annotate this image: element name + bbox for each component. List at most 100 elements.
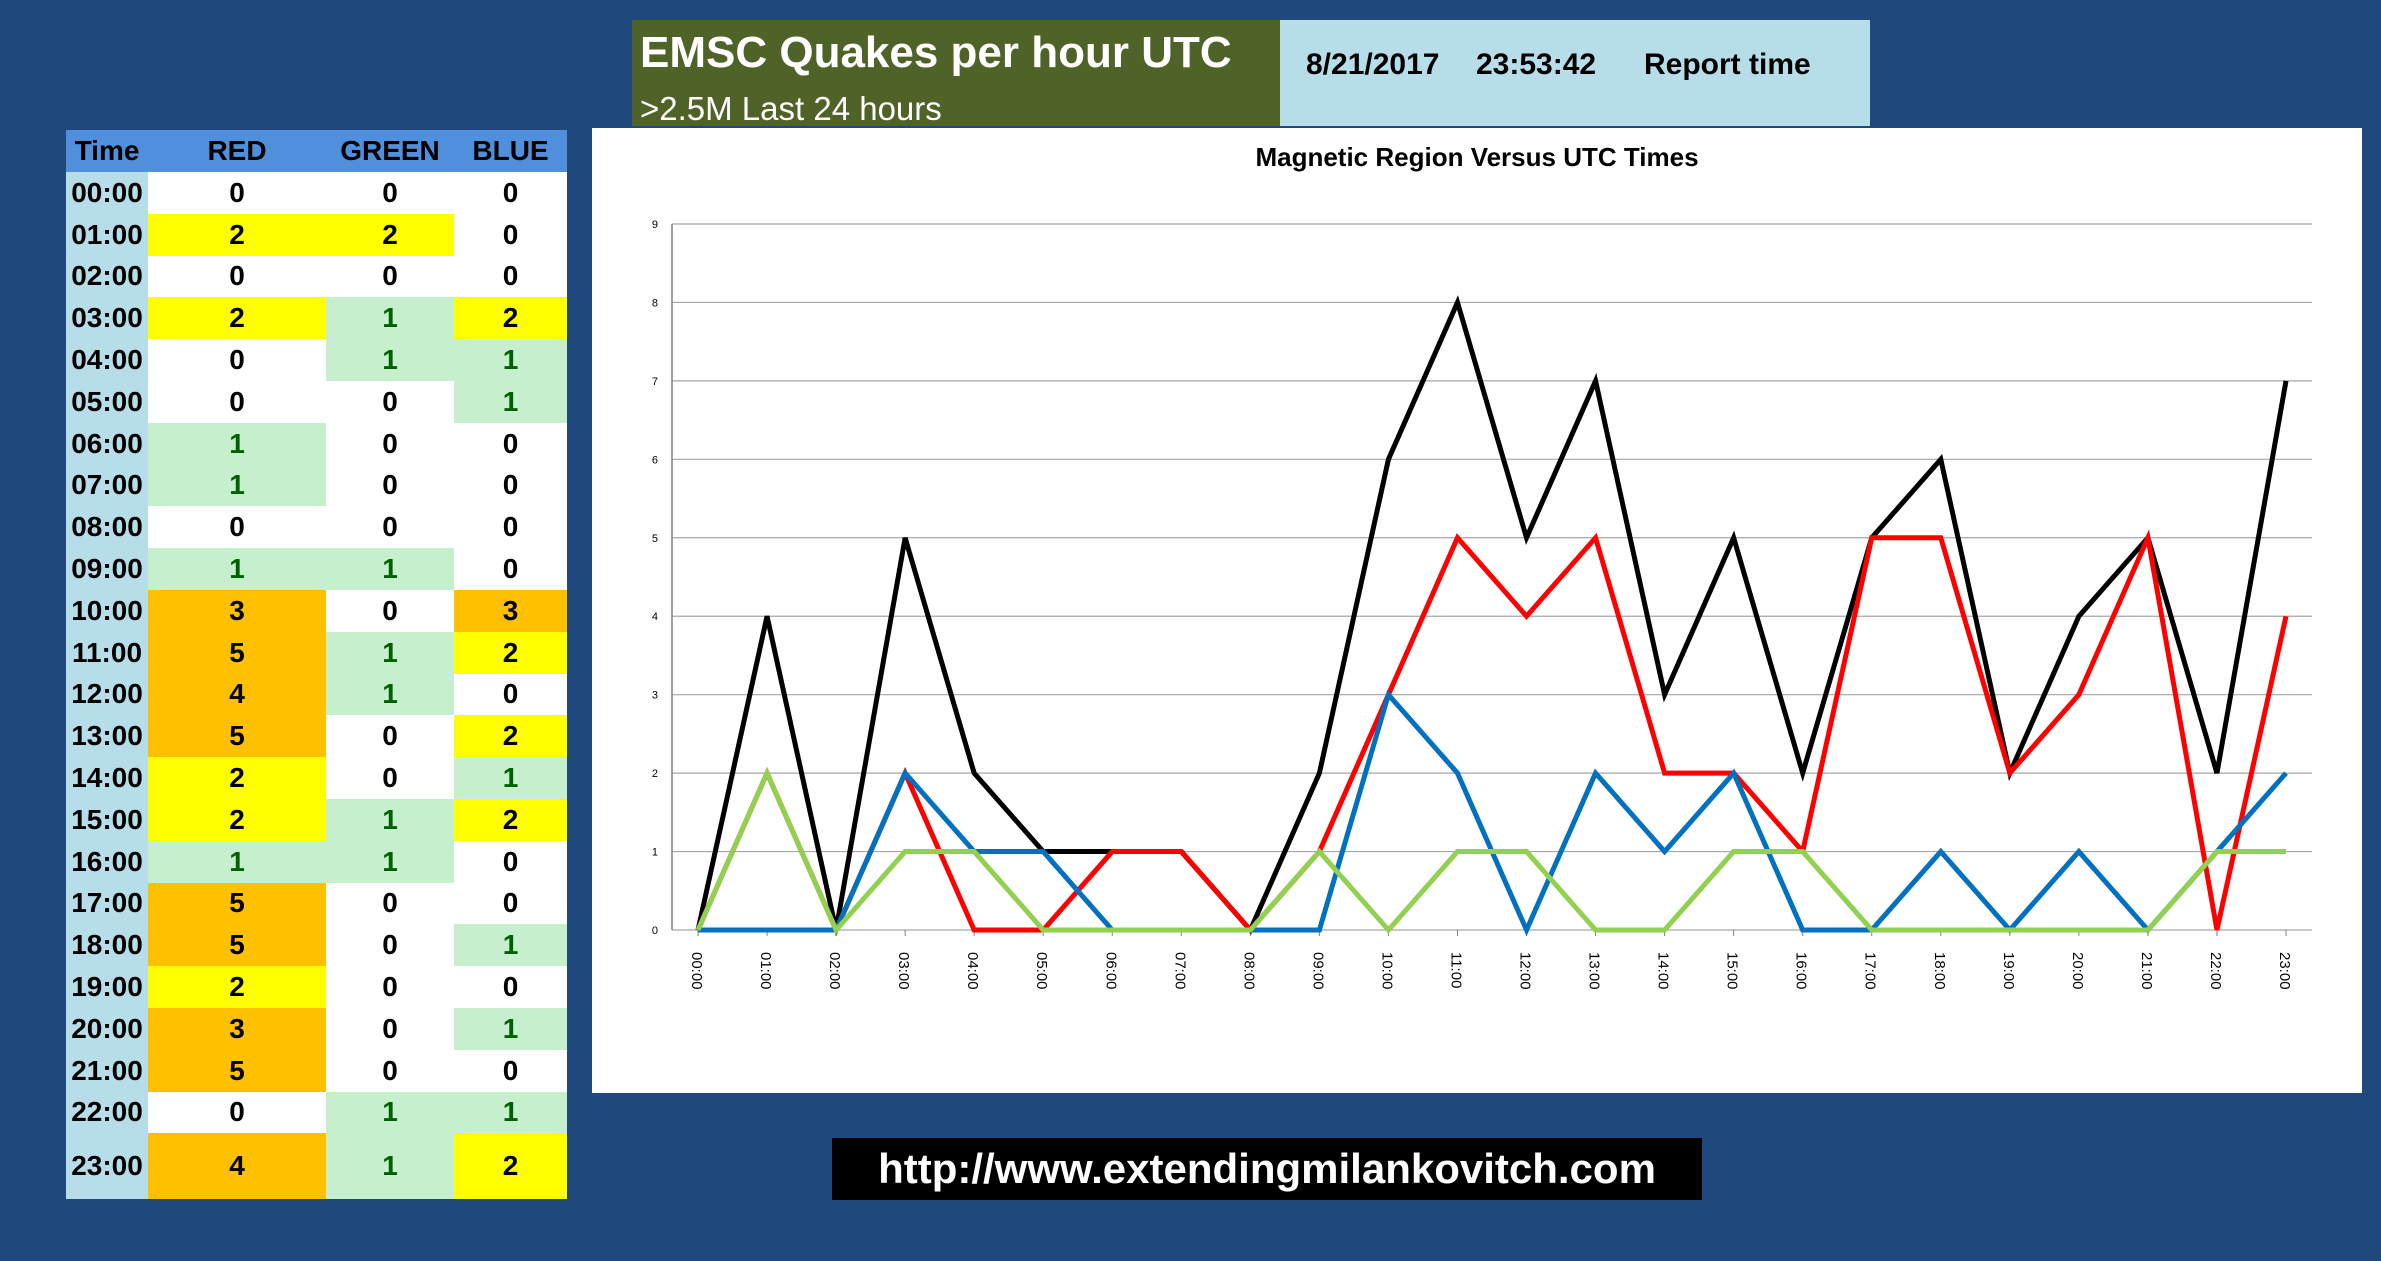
- y-tick-label: 6: [652, 454, 658, 466]
- red-cell: 2: [148, 966, 326, 1008]
- table-row: 07:00 1 0 0: [66, 464, 567, 507]
- blue-cell: 0: [454, 506, 567, 549]
- red-cell: 0: [148, 172, 326, 214]
- x-tick-label: 14:00: [1655, 952, 1672, 990]
- blue-cell: 3: [454, 590, 567, 632]
- blue-cell: 2: [454, 715, 567, 758]
- green-cell: 0: [326, 1008, 454, 1050]
- red-cell: 2: [148, 297, 326, 340]
- green-cell: 0: [326, 715, 454, 758]
- table-row: 06:00 1 0 0: [66, 422, 567, 465]
- red-cell: 0: [148, 1091, 326, 1134]
- header-green: GREEN: [326, 130, 454, 172]
- blue-cell: 0: [454, 1049, 567, 1092]
- x-tick-label: 08:00: [1240, 952, 1257, 990]
- blue-cell: 1: [454, 1008, 567, 1050]
- time-cell: 13:00: [66, 715, 148, 758]
- red-cell: 1: [148, 422, 326, 465]
- table-row: 15:00 2 1 2: [66, 799, 567, 841]
- table-row: 19:00 2 0 0: [66, 966, 567, 1008]
- time-cell: 12:00: [66, 673, 148, 716]
- x-tick-label: 04:00: [964, 952, 981, 990]
- red-cell: 3: [148, 590, 326, 632]
- header-red: RED: [148, 130, 326, 172]
- green-cell: 1: [326, 840, 454, 883]
- time-cell: 11:00: [66, 631, 148, 674]
- table-row: 03:00 2 1 2: [66, 297, 567, 340]
- chart-title: Magnetic Region Versus UTC Times: [1255, 142, 1698, 172]
- time-cell: 03:00: [66, 297, 148, 340]
- red-cell: 4: [148, 1133, 326, 1199]
- table-row: 18:00 5 0 1: [66, 924, 567, 967]
- red-cell: 1: [148, 464, 326, 507]
- time-cell: 08:00: [66, 506, 148, 549]
- table-row: 09:00 1 1 0: [66, 548, 567, 590]
- blue-cell: 0: [454, 966, 567, 1008]
- red-cell: 4: [148, 673, 326, 716]
- x-tick-label: 07:00: [1171, 952, 1188, 990]
- green-cell: 0: [326, 464, 454, 507]
- red-cell: 5: [148, 882, 326, 925]
- blue-cell: 0: [454, 464, 567, 507]
- red-cell: 0: [148, 339, 326, 381]
- time-cell: 04:00: [66, 339, 148, 381]
- blue-cell: 1: [454, 924, 567, 967]
- series-line-1: [695, 529, 2289, 937]
- line-chart: Magnetic Region Versus UTC Times 0 1 2 3 4 5 6 7…: [652, 142, 2312, 990]
- red-cell: 0: [148, 255, 326, 298]
- blue-cell: 0: [454, 213, 567, 256]
- x-tick-label: 23:00: [2276, 952, 2293, 990]
- time-cell: 17:00: [66, 882, 148, 925]
- x-tick-label: 18:00: [1931, 952, 1948, 990]
- website-url[interactable]: http://www.extendingmilankovitch.com: [832, 1138, 1702, 1200]
- blue-cell: 2: [454, 1133, 567, 1199]
- x-tick-label: 11:00: [1447, 952, 1464, 988]
- time-cell: 20:00: [66, 1008, 148, 1050]
- table-row: 12:00 4 1 0: [66, 673, 567, 716]
- green-cell: 0: [326, 882, 454, 925]
- red-cell: 2: [148, 757, 326, 799]
- green-cell: 2: [326, 213, 454, 256]
- green-cell: 0: [326, 966, 454, 1008]
- table-row: 05:00 0 0 1: [66, 381, 567, 423]
- table-row: 23:00 4 1 2: [66, 1133, 567, 1199]
- series-line-0: [695, 295, 2289, 935]
- y-tick-label: 5: [652, 533, 658, 545]
- blue-cell: 2: [454, 799, 567, 841]
- y-tick-label: 8: [652, 297, 658, 309]
- red-cell: 2: [148, 799, 326, 841]
- red-cell: 5: [148, 631, 326, 674]
- red-cell: 5: [148, 924, 326, 967]
- y-tick-label: 3: [652, 690, 658, 702]
- table-row: 13:00 5 0 2: [66, 715, 567, 758]
- blue-cell: 1: [454, 757, 567, 799]
- green-cell: 0: [326, 924, 454, 967]
- green-cell: 1: [326, 1133, 454, 1199]
- time-cell: 19:00: [66, 966, 148, 1008]
- green-cell: 0: [326, 590, 454, 632]
- green-cell: 0: [326, 757, 454, 799]
- green-cell: 0: [326, 1049, 454, 1092]
- table-row: 00:00 0 0 0: [66, 172, 567, 214]
- green-cell: 1: [326, 297, 454, 340]
- blue-cell: 0: [454, 548, 567, 590]
- time-cell: 14:00: [66, 757, 148, 799]
- green-cell: 0: [326, 422, 454, 465]
- report-time-box: 8/21/2017 23:53:42 Report time: [1280, 20, 1870, 126]
- title-box: EMSC Quakes per hour UTC >2.5M Last 24 h…: [632, 20, 1280, 127]
- table-row: 14:00 2 0 1: [66, 757, 567, 799]
- blue-cell: 2: [454, 297, 567, 340]
- green-cell: 1: [326, 799, 454, 841]
- blue-cell: 2: [454, 631, 567, 674]
- time-cell: 01:00: [66, 213, 148, 256]
- time-cell: 00:00: [66, 172, 148, 214]
- table-row: 22:00 0 1 1: [66, 1091, 567, 1134]
- time-cell: 05:00: [66, 381, 148, 423]
- table-header-row: Time RED GREEN BLUE: [66, 130, 567, 172]
- time-cell: 10:00: [66, 590, 148, 632]
- x-tick-label: 00:00: [688, 952, 705, 990]
- quake-count-table: Time RED GREEN BLUE 00:00 0 0 0 01:00 2 2 0 02:00 0 0 0…: [66, 130, 567, 1199]
- report-date: 8/21/2017: [1306, 48, 1440, 81]
- y-tick-label: 0: [652, 925, 658, 937]
- x-tick-label: 20:00: [2069, 952, 2086, 990]
